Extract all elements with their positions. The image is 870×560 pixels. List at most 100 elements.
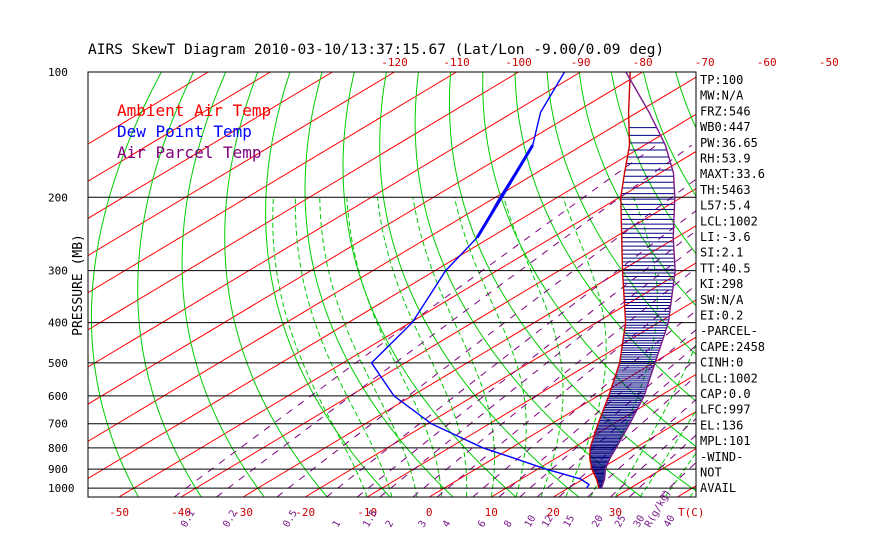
top-temp-tick: -110	[443, 56, 470, 69]
mixing-ratio-tick: 1	[331, 519, 344, 530]
mixing-ratio-tick: 20	[590, 514, 606, 530]
top-temp-tick: -120	[381, 56, 408, 69]
x-axis-unit-label: T(C)	[678, 506, 705, 519]
dry-adiabat-line	[342, 72, 517, 497]
moist-adiabat-line	[562, 197, 607, 497]
dry-adiabat-line	[740, 72, 870, 497]
dry-adiabat-line	[804, 72, 870, 497]
mixing-ratio-tick: 6	[476, 519, 489, 530]
isotherm-line	[491, 373, 696, 497]
mixing-ratio-tick: 12	[540, 514, 556, 530]
index-item: TP:100	[700, 73, 743, 87]
dry-adiabat-line	[448, 72, 696, 492]
legend: Ambient Air Temp Dew Point Temp Air Parcel…	[117, 101, 271, 162]
index-item: CAP:0.0	[700, 387, 751, 401]
pressure-tick-label: 500	[48, 357, 68, 370]
top-temp-tick: -50	[819, 56, 839, 69]
plot-frame	[87, 71, 697, 498]
mixing-ratio-tick: 25	[613, 514, 629, 530]
series-line-1	[370, 72, 590, 489]
moist-adiabat-line	[503, 197, 564, 497]
isotherm-line	[118, 150, 696, 497]
moist-adiabat-line	[294, 197, 393, 497]
isotherm-line	[242, 225, 696, 497]
mixing-ratio-line	[498, 329, 696, 497]
pressure-tick-label: 900	[48, 463, 68, 476]
isotherm-line	[88, 76, 696, 442]
chart-title: AIRS SkewT Diagram 2010-03-10/13:37:15.6…	[88, 42, 664, 58]
top-temp-tick: -100	[505, 56, 532, 69]
isotherm-line	[88, 72, 395, 257]
moist-adiabat-line	[590, 197, 658, 497]
isotherm-line	[553, 410, 696, 497]
index-item: MAXT:33.6	[700, 167, 765, 181]
index-item: AVAIL	[700, 481, 736, 495]
index-item: MW:N/A	[700, 89, 744, 103]
dry-adiabat-line	[514, 72, 696, 402]
dry-adiabat-line	[137, 72, 202, 497]
bottom-temp-tick: -10	[357, 506, 377, 519]
pressure-tick-label: 1000	[48, 482, 75, 495]
dry-adiabat-line	[181, 72, 265, 497]
bottom-temp-tick: 30	[609, 506, 622, 519]
isotherm-line	[366, 299, 696, 497]
index-item: SW:N/A	[700, 293, 744, 307]
dry-adiabat-line	[836, 72, 870, 497]
index-item: RH:53.9	[700, 152, 751, 166]
mixing-ratio-tick: 15	[562, 514, 578, 530]
index-item: L57:5.4	[700, 199, 751, 213]
index-item: -WIND-	[700, 450, 743, 464]
moist-adiabat-line	[272, 197, 368, 497]
mixing-ratio-tick: 3	[417, 519, 430, 530]
pressure-tick-label: 100	[48, 66, 68, 79]
isotherm-line	[180, 188, 696, 497]
top-temp-tick: -70	[695, 56, 715, 69]
index-item: CAPE:2458	[700, 340, 765, 354]
bottom-temp-tick: 20	[547, 506, 560, 519]
mixing-ratio-lines	[173, 144, 696, 497]
dry-adiabat-line	[578, 72, 696, 307]
top-temp-tick: -80	[633, 56, 653, 69]
moist-adiabat-line	[412, 197, 495, 497]
legend-entry: Ambient Air Temp	[117, 101, 271, 120]
index-item: EI:0.2	[700, 309, 743, 323]
mixing-ratio-line	[412, 267, 696, 497]
bottom-temp-tick: -20	[295, 506, 315, 519]
index-item: KI:298	[700, 277, 743, 291]
profile-series	[370, 72, 676, 489]
moist-adiabat-line	[346, 197, 443, 497]
index-item: WB0:447	[700, 120, 751, 134]
pressure-tick-label: 200	[48, 191, 68, 204]
cape-shading	[589, 127, 676, 489]
mixing-ratio-tick: 8	[502, 519, 515, 530]
frame-rect	[87, 71, 697, 498]
mixing-ratio-tick: 10	[523, 514, 539, 530]
dry-adiabat-line	[610, 72, 696, 255]
bottom-temp-tick: 0	[426, 506, 433, 519]
dry-adiabat-line	[265, 72, 391, 497]
index-item: EL:136	[700, 418, 743, 432]
index-item: SI:2.1	[700, 246, 743, 260]
pressure-tick-label: 300	[48, 265, 68, 278]
top-temp-tick: -90	[571, 56, 591, 69]
plot-area	[88, 72, 870, 497]
bottom-temp-tick: -30	[233, 506, 253, 519]
dry-adiabat-line	[379, 72, 580, 497]
isotherm-line	[739, 72, 870, 497]
pressure-tick-label: 800	[48, 442, 68, 455]
moist-adiabat-line	[377, 197, 468, 497]
isotherm-line	[88, 72, 643, 405]
index-item: TH:5463	[700, 183, 751, 197]
isotherm-line	[88, 72, 271, 182]
isotherm-line	[88, 72, 581, 368]
moist-adiabat-lines	[272, 197, 696, 497]
dry-adiabat-line	[772, 72, 870, 497]
index-item: LCL:1002	[700, 214, 758, 228]
mixing-ratio-tick: 40	[662, 514, 678, 530]
dry-adiabat-line	[304, 72, 454, 497]
bottom-temp-tick: -40	[171, 506, 191, 519]
isotherm-line	[88, 72, 457, 294]
moist-adiabat-line	[614, 343, 696, 497]
mixing-ratio-tick: 4	[441, 519, 454, 530]
